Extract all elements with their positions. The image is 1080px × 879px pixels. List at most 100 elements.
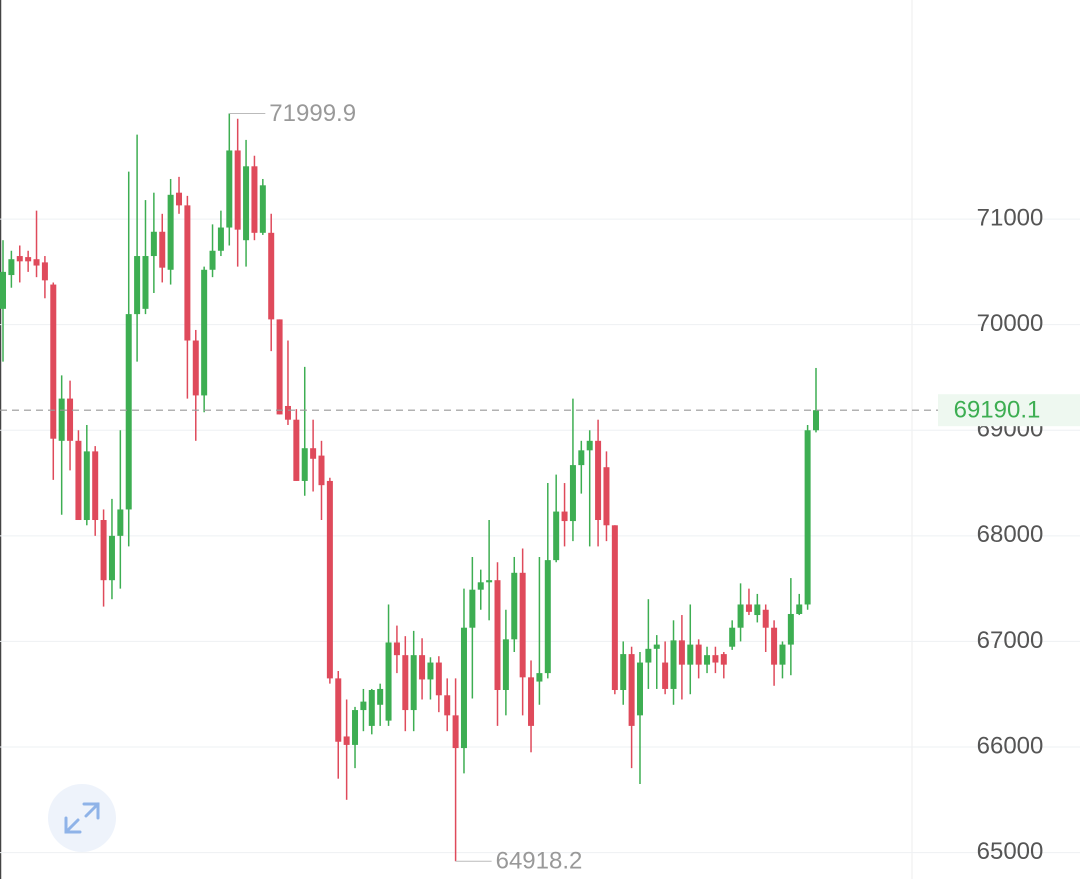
candle-body (33, 259, 40, 266)
candle-body (0, 271, 6, 309)
candle-body (50, 284, 57, 439)
candle-body (737, 604, 744, 628)
y-tick-label: 68000 (977, 521, 1044, 548)
y-tick-label: 67000 (977, 627, 1044, 654)
y-tick-label: 70000 (977, 310, 1044, 337)
candle-body (335, 678, 342, 742)
candle-body (569, 465, 576, 522)
candle-body (620, 654, 627, 691)
candle-body (477, 582, 484, 590)
candle-body (83, 451, 90, 521)
candle-body (16, 256, 23, 262)
candle-body (343, 736, 350, 745)
candle-body (134, 256, 141, 315)
candle-body (444, 695, 451, 716)
candle-body (184, 205, 191, 341)
candle-body (460, 627, 467, 749)
candle-body (762, 609, 769, 628)
candle-body (754, 604, 761, 616)
candle-body (561, 511, 568, 522)
y-tick-label: 71000 (977, 204, 1044, 231)
candle-body (586, 440, 593, 451)
candle-body (712, 655, 719, 663)
candle-body (234, 150, 241, 230)
candle-body (678, 640, 685, 665)
candle-body (745, 604, 752, 612)
candle-body (301, 448, 308, 481)
candle-body (75, 440, 82, 521)
candle-body (645, 648, 652, 663)
expand-button-bg[interactable] (48, 784, 116, 852)
candle-body (58, 398, 65, 441)
candle-body (125, 314, 132, 510)
candle-body (813, 410, 819, 431)
candle-body (159, 231, 166, 268)
candle-body (276, 319, 283, 415)
candle-body (771, 627, 778, 665)
candle-body (201, 269, 208, 396)
expand-button[interactable] (48, 784, 116, 852)
candle-body (519, 572, 526, 678)
candle-body (511, 572, 518, 640)
candle-body (326, 480, 333, 679)
candle-body (310, 448, 317, 459)
candle-body (704, 655, 711, 665)
candle-body (259, 185, 266, 233)
candle-body (92, 451, 99, 521)
candle-body (662, 662, 669, 689)
candle-body (167, 194, 174, 270)
candle-body (494, 580, 501, 691)
candle-body (268, 232, 275, 320)
candle-body (452, 715, 459, 749)
candle-body (352, 710, 359, 745)
candle-body (393, 642, 400, 656)
candle-body (653, 644, 660, 649)
candle-body (544, 560, 551, 674)
candle-body (435, 662, 442, 696)
candle-body (142, 256, 149, 309)
candle-body (41, 262, 48, 281)
candle-body (687, 644, 694, 665)
candle-body (528, 677, 535, 726)
candle-body (108, 535, 115, 581)
candle-body (804, 430, 811, 605)
candle-body (284, 405, 291, 420)
candle-body (553, 511, 560, 561)
candle-body (377, 688, 384, 705)
candle-body (729, 627, 736, 647)
candle-body (502, 639, 509, 691)
candle-body (100, 520, 107, 581)
high-annotation: 71999.9 (269, 100, 356, 127)
candle-body (670, 640, 677, 689)
candle-body (595, 440, 602, 521)
candle-body (293, 419, 300, 481)
candle-body (243, 166, 250, 241)
candle-body (209, 250, 216, 270)
low-annotation: 64918.2 (496, 848, 583, 875)
candle-body (150, 231, 157, 257)
expand-icon[interactable] (64, 802, 100, 834)
candle-body (8, 259, 15, 276)
candle-body (217, 227, 224, 251)
candle-body (117, 509, 124, 536)
candle-body (360, 701, 367, 711)
candle-body (226, 150, 233, 228)
candle-body (695, 644, 702, 665)
candle-body (318, 455, 325, 486)
candle-body (796, 604, 803, 614)
candle-body (603, 467, 610, 526)
candle-body (469, 589, 476, 628)
candle-body (611, 525, 618, 691)
candle-body (779, 644, 786, 665)
candle-body (25, 257, 32, 262)
candle-body (176, 192, 183, 206)
candle-body (486, 580, 493, 583)
candle-body (636, 662, 643, 716)
candle-body (427, 662, 434, 680)
y-tick-label: 65000 (977, 838, 1044, 865)
candle-body (419, 655, 426, 680)
last-price-box (938, 394, 1080, 427)
candle-body (410, 655, 417, 711)
